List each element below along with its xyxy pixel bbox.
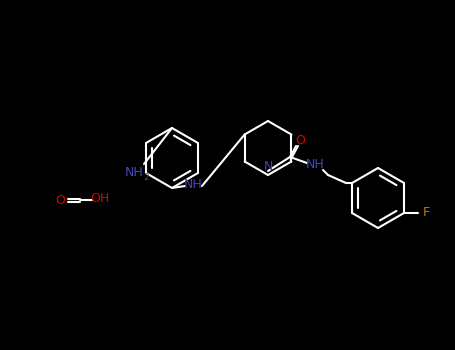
Text: OH: OH [91, 193, 110, 205]
Text: O: O [55, 194, 65, 206]
Text: NH: NH [184, 177, 202, 190]
Text: N: N [263, 161, 273, 174]
Text: NH: NH [125, 166, 143, 178]
Text: F: F [422, 206, 430, 219]
Text: 2: 2 [143, 173, 149, 182]
Text: O: O [295, 134, 305, 147]
Text: NH: NH [306, 159, 324, 172]
